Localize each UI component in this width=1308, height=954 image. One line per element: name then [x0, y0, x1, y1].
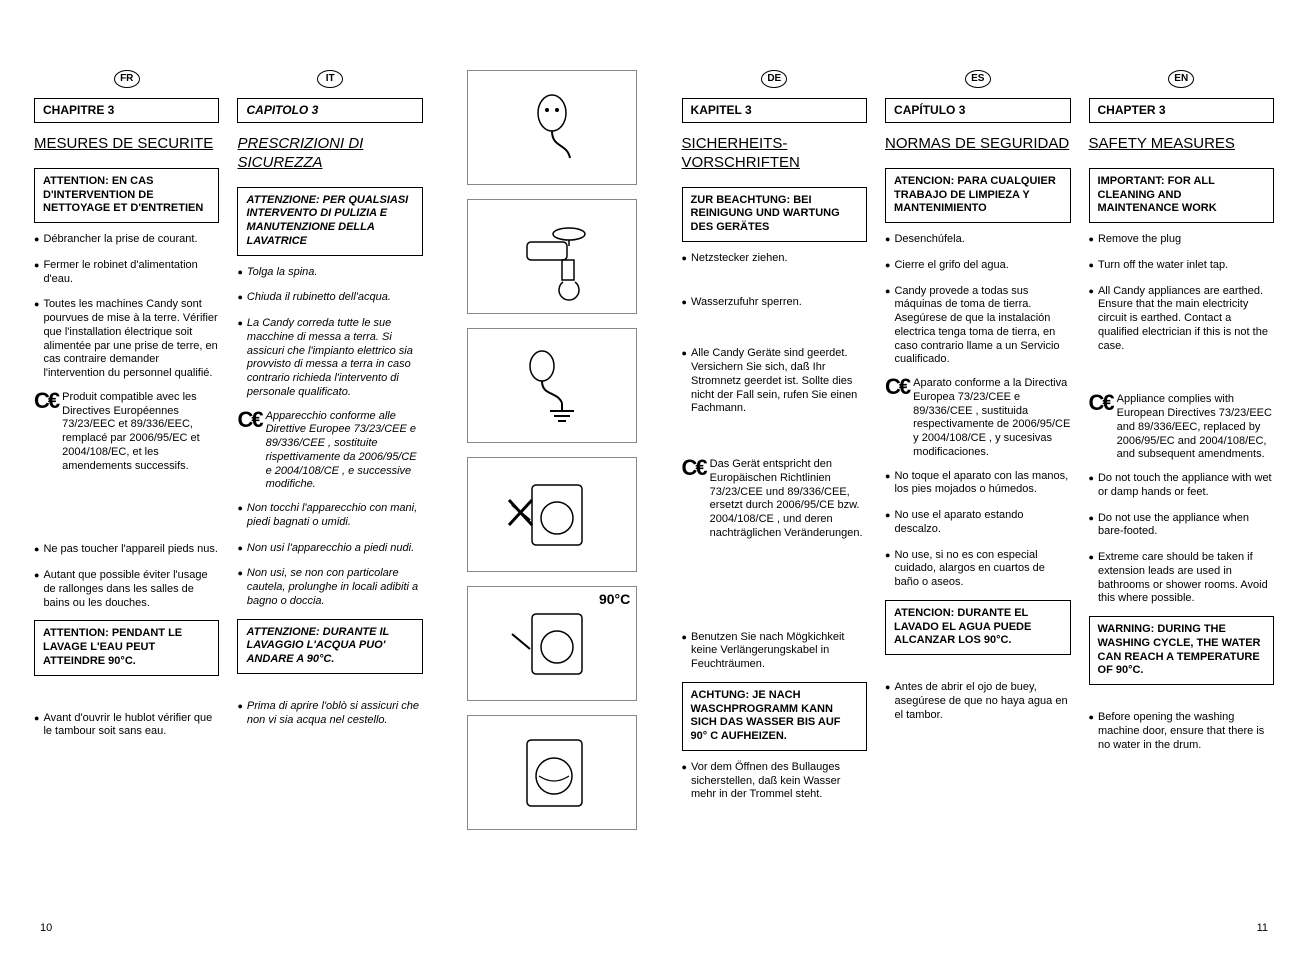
tap-icon: [507, 212, 597, 302]
bullet: Netzstecker ziehen.: [682, 252, 867, 266]
heading-es: NORMAS DE SEGURIDAD: [885, 135, 1070, 154]
heading-it: PRESCRIZIONI DI SICUREZZA: [237, 135, 422, 173]
column-it: IT CAPITOLO 3 PRESCRIZIONI DI SICUREZZA …: [233, 70, 426, 934]
bullet: Extreme care should be taken if extensio…: [1089, 551, 1274, 606]
warning-box-fr: ATTENTION: PENDANT LE LAVAGE L'EAU PEUT …: [34, 620, 219, 675]
warning-box-es: ATENCION: DURANTE EL LAVADO EL AGUA PUED…: [885, 600, 1070, 655]
column-de: DE KAPITEL 3 SICHERHEITS-VORSCHRIFTEN ZU…: [678, 70, 871, 934]
washer-notouch-icon: [497, 470, 607, 560]
heading-de: SICHERHEITS-VORSCHRIFTEN: [682, 135, 867, 173]
column-en: EN CHAPTER 3 SAFETY MEASURES IMPORTANT: …: [1085, 70, 1278, 934]
bullet: Prima di aprire l'oblò si assicuri che n…: [237, 700, 422, 728]
illustration-tap: [467, 199, 637, 314]
temp-label: 90°C: [599, 591, 630, 609]
bullet: Do not touch the appliance with wet or d…: [1089, 472, 1274, 500]
bullet: Débrancher la prise de courant.: [34, 233, 219, 247]
bullet: La Candy correda tutte le sue macchine d…: [237, 317, 422, 400]
ce-row-en: C€Appliance complies with European Direc…: [1089, 393, 1274, 462]
column-fr: FR CHAPITRE 3 MESURES DE SECURITE ATTENT…: [30, 70, 223, 934]
attention-box-it: ATTENZIONE: PER QUALSIASI INTERVENTO DI …: [237, 187, 422, 256]
page-number-left: 10: [40, 922, 52, 936]
chapter-en: CHAPTER 3: [1089, 98, 1274, 123]
bullet: Toutes les machines Candy sont pourvues …: [34, 298, 219, 381]
attention-box-fr: ATTENTION: EN CAS D'INTERVENTION DE NETT…: [34, 168, 219, 223]
illustration-90c: 90°C: [467, 586, 637, 701]
bullet: No toque el aparato con las manos, los p…: [885, 470, 1070, 498]
warning-box-de: ACHTUNG: JE NACH WASCHPROGRAMM KANN SICH…: [682, 682, 867, 751]
bullet: Candy provede a todas sus máquinas de to…: [885, 285, 1070, 368]
bullet: Wasserzufuhr sperren.: [682, 296, 867, 310]
plug-icon: [512, 88, 592, 168]
lang-badge-en: EN: [1168, 70, 1194, 88]
washer-door-icon: [497, 728, 607, 818]
attention-box-es: ATENCION: PARA CUALQUIER TRABAJO DE LIMP…: [885, 168, 1070, 223]
bullet: Benutzen Sie nach Mögkichkeit keine Verl…: [682, 631, 867, 672]
illustration-notouch: [467, 457, 637, 572]
ce-mark-icon: C€: [34, 391, 58, 411]
chapter-fr: CHAPITRE 3: [34, 98, 219, 123]
chapter-it: CAPITOLO 3: [237, 98, 422, 123]
bullet: Tolga la spina.: [237, 266, 422, 280]
bullet: Desenchúfela.: [885, 233, 1070, 247]
bullet: Non usi, se non con particolare cautela,…: [237, 567, 422, 608]
ce-mark-icon: C€: [682, 458, 706, 478]
lang-badge-fr: FR: [114, 70, 140, 88]
ce-mark-icon: C€: [237, 410, 261, 430]
bullet: Turn off the water inlet tap.: [1089, 259, 1274, 273]
bullet: Autant que possible éviter l'usage de ra…: [34, 569, 219, 610]
ce-mark-icon: C€: [885, 377, 909, 397]
bullet: Alle Candy Geräte sind geerdet. Versiche…: [682, 347, 867, 416]
bullet: Ne pas toucher l'appareil pieds nus.: [34, 543, 219, 557]
bullet: Fermer le robinet d'alimentation d'eau.: [34, 259, 219, 287]
bullet: Non usi l'apparecchio a piedi nudi.: [237, 542, 422, 556]
ce-row-es: C€Aparato conforme a la Directiva Europe…: [885, 377, 1070, 460]
bullet: Avant d'ouvrir le hublot vérifier que le…: [34, 712, 219, 740]
washer-hot-icon: [497, 599, 607, 689]
chapter-de: KAPITEL 3: [682, 98, 867, 123]
warning-box-en: WARNING: DURING THE WASHING CYCLE, THE W…: [1089, 616, 1274, 685]
bullet: Before opening the washing machine door,…: [1089, 711, 1274, 752]
bullet: No use el aparato estando descalzo.: [885, 509, 1070, 537]
lang-badge-de: DE: [761, 70, 787, 88]
ce-row-fr: C€Produit compatible avec les Directives…: [34, 391, 219, 474]
earth-icon: [507, 341, 597, 431]
bullet: All Candy appliances are earthed. Ensure…: [1089, 285, 1274, 354]
heading-fr: MESURES DE SECURITE: [34, 135, 219, 154]
warning-box-it: ATTENZIONE: DURANTE IL LAVAGGIO L'ACQUA …: [237, 619, 422, 674]
bullet: Non tocchi l'apparecchio con mani, piedi…: [237, 502, 422, 530]
illustration-earth: [467, 328, 637, 443]
chapter-es: CAPÍTULO 3: [885, 98, 1070, 123]
bullet: Vor dem Öffnen des Bullauges sicherstell…: [682, 761, 867, 802]
bullet: Cierre el grifo del agua.: [885, 259, 1070, 273]
illustration-plug: [467, 70, 637, 185]
lang-badge-es: ES: [965, 70, 991, 88]
bullet: Remove the plug: [1089, 233, 1274, 247]
column-illustrations: 90°C: [437, 70, 668, 934]
ce-row-it: C€Apparecchio conforme alle Direttive Eu…: [237, 410, 422, 493]
page-number-right: 11: [1257, 922, 1268, 936]
bullet: Do not use the appliance when bare-foote…: [1089, 512, 1274, 540]
ce-mark-icon: C€: [1089, 393, 1113, 413]
bullet: Antes de abrir el ojo de buey, asegúrese…: [885, 681, 1070, 722]
heading-en: SAFETY MEASURES: [1089, 135, 1274, 154]
column-es: ES CAPÍTULO 3 NORMAS DE SEGURIDAD ATENCI…: [881, 70, 1074, 934]
ce-row-de: C€Das Gerät entspricht den Europäischen …: [682, 458, 867, 541]
illustration-door: [467, 715, 637, 830]
bullet: No use, si no es con especial cuidado, a…: [885, 549, 1070, 590]
attention-box-de: ZUR BEACHTUNG: BEI REINIGUNG UND WARTUNG…: [682, 187, 867, 242]
lang-badge-it: IT: [317, 70, 343, 88]
bullet: Chiuda il rubinetto dell'acqua.: [237, 291, 422, 305]
attention-box-en: IMPORTANT: FOR ALL CLEANING AND MAINTENA…: [1089, 168, 1274, 223]
